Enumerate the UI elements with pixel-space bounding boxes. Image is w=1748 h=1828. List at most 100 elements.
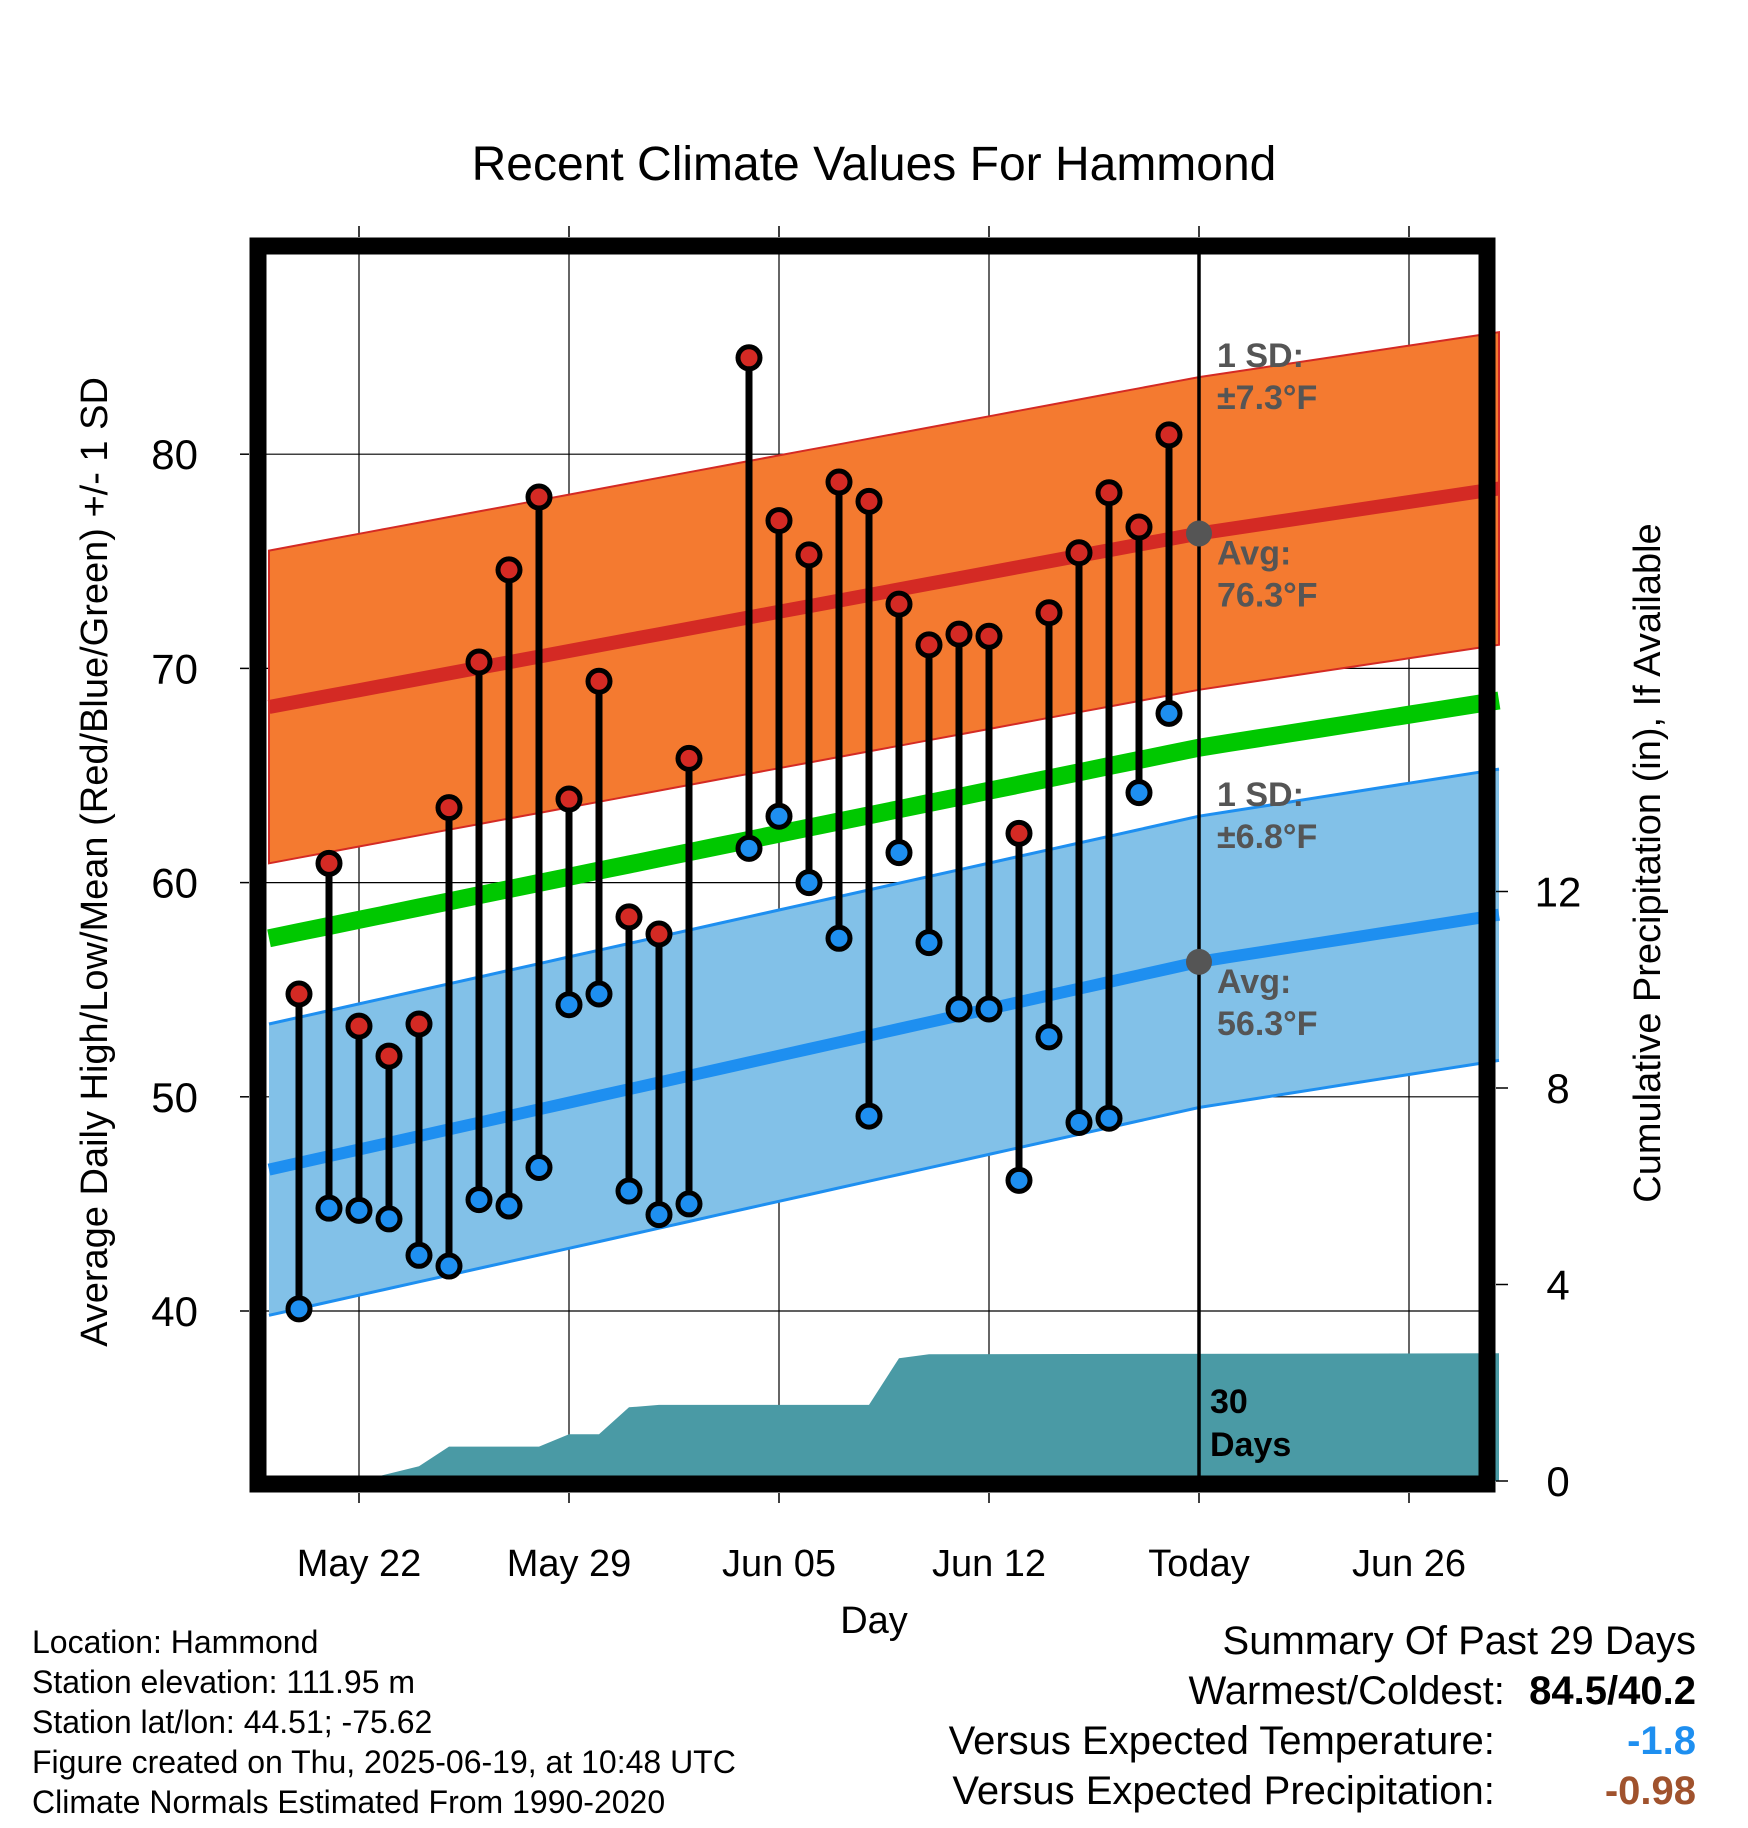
precip-area bbox=[359, 1353, 1499, 1481]
low-marker bbox=[1125, 779, 1153, 807]
high-marker bbox=[915, 631, 943, 659]
low-sd-lower-edge bbox=[268, 1058, 1500, 1317]
x-tick-label: May 29 bbox=[507, 1543, 632, 1585]
high-marker bbox=[1065, 539, 1093, 567]
x-tick-label: May 22 bbox=[297, 1543, 422, 1585]
low-marker bbox=[315, 1194, 343, 1222]
low-sd-annotation: ±6.8°F bbox=[1217, 818, 1317, 856]
y2-tick-label: 12 bbox=[1535, 869, 1582, 916]
high-marker bbox=[375, 1042, 403, 1070]
low-avg-annotation: Avg: bbox=[1217, 963, 1291, 1001]
low-marker bbox=[975, 995, 1003, 1023]
y2-tick-label: 8 bbox=[1546, 1065, 1569, 1112]
high-marker bbox=[885, 590, 913, 618]
precip-departure-row: Versus Expected Precipitation: -0.98 bbox=[949, 1766, 1696, 1816]
plot-frame bbox=[249, 237, 1496, 1493]
high-marker bbox=[825, 468, 853, 496]
temp-departure-row: Versus Expected Temperature: -1.8 bbox=[949, 1716, 1696, 1766]
high-avg-annotation: 76.3°F bbox=[1217, 576, 1318, 614]
high-marker bbox=[645, 920, 673, 948]
high-avg-annotation: Avg: bbox=[1217, 534, 1291, 572]
normals-text: Climate Normals Estimated From 1990-2020 bbox=[32, 1784, 666, 1820]
high-sd-annotation: ±7.3°F bbox=[1217, 379, 1317, 417]
high-marker bbox=[945, 620, 973, 648]
low-marker bbox=[405, 1241, 433, 1269]
low-marker bbox=[645, 1201, 673, 1229]
high-marker bbox=[765, 507, 793, 535]
high-marker bbox=[525, 483, 553, 511]
low-sd-band bbox=[269, 769, 1499, 1316]
high-marker bbox=[465, 648, 493, 676]
low-avg-annotation: 56.3°F bbox=[1217, 1005, 1318, 1043]
days-annotation: Days bbox=[1210, 1426, 1291, 1464]
high-marker bbox=[615, 903, 643, 931]
mean-normal-line bbox=[267, 691, 1501, 948]
low-marker bbox=[675, 1190, 703, 1218]
elevation-text: Station elevation: 111.95 m bbox=[32, 1664, 416, 1700]
y2-axis-label: Cumulative Precipitation (in), If Availa… bbox=[1627, 523, 1669, 1202]
low-marker bbox=[345, 1196, 373, 1224]
low-marker bbox=[615, 1177, 643, 1205]
x-axis-label: Day bbox=[840, 1600, 908, 1642]
low-marker bbox=[765, 802, 793, 830]
low-marker bbox=[855, 1102, 883, 1130]
low-marker bbox=[1095, 1104, 1123, 1132]
low-marker bbox=[825, 924, 853, 952]
low-normal-line bbox=[267, 908, 1500, 1176]
precip-departure-label: Versus Expected Precipitation: bbox=[952, 1769, 1495, 1813]
high-marker bbox=[795, 541, 823, 569]
today-low-avg-marker bbox=[1186, 948, 1212, 975]
low-marker bbox=[1005, 1166, 1033, 1194]
x-tick-label: Jun 05 bbox=[722, 1543, 836, 1585]
y2-tick-label: 0 bbox=[1546, 1458, 1569, 1505]
low-marker bbox=[795, 869, 823, 897]
low-marker bbox=[465, 1186, 493, 1214]
y-tick-label: 70 bbox=[151, 645, 198, 692]
warm-cold-label: Warmest/Coldest: bbox=[1188, 1669, 1505, 1713]
high-marker bbox=[975, 622, 1003, 650]
high-marker bbox=[285, 980, 313, 1008]
low-marker bbox=[435, 1252, 463, 1280]
warm-cold-value: 84.5/40.2 bbox=[1529, 1669, 1696, 1713]
latlon-text: Station lat/lon: 44.51; -75.62 bbox=[32, 1704, 433, 1740]
y-tick-label: 40 bbox=[151, 1288, 198, 1335]
low-marker bbox=[525, 1153, 553, 1181]
low-sd-upper-edge bbox=[268, 767, 1500, 1026]
high-marker bbox=[315, 849, 343, 877]
temp-departure-label: Versus Expected Temperature: bbox=[948, 1719, 1495, 1763]
y-tick-label: 50 bbox=[151, 1074, 198, 1121]
high-marker bbox=[855, 487, 883, 515]
high-marker bbox=[1095, 479, 1123, 507]
high-marker bbox=[675, 744, 703, 772]
low-marker bbox=[1035, 1023, 1063, 1051]
high-marker bbox=[1005, 819, 1033, 847]
low-marker bbox=[555, 991, 583, 1019]
low-marker bbox=[1155, 699, 1183, 727]
summary-title: Summary Of Past 29 Days bbox=[1222, 1619, 1696, 1663]
x-tick-label: Jun 26 bbox=[1352, 1543, 1466, 1585]
temp-departure-value: -1.8 bbox=[1627, 1719, 1696, 1763]
x-tick-label: Jun 12 bbox=[932, 1543, 1046, 1585]
high-marker bbox=[495, 556, 523, 584]
high-marker bbox=[1125, 513, 1153, 541]
low-marker bbox=[585, 980, 613, 1008]
low-marker bbox=[735, 834, 763, 862]
chart-title: Recent Climate Values For Hammond bbox=[472, 138, 1277, 191]
x-tick-label: Today bbox=[1148, 1543, 1249, 1585]
high-marker bbox=[345, 1012, 373, 1040]
high-marker bbox=[1155, 421, 1183, 449]
low-marker bbox=[945, 995, 973, 1023]
station-info: Location: Hammond Station elevation: 111… bbox=[32, 1622, 736, 1822]
low-marker bbox=[1065, 1109, 1093, 1137]
low-marker bbox=[915, 929, 943, 957]
high-sd-annotation: 1 SD: bbox=[1217, 337, 1304, 375]
precip-departure-value: -0.98 bbox=[1604, 1769, 1696, 1813]
days-annotation: 30 bbox=[1210, 1383, 1248, 1421]
high-marker bbox=[735, 344, 763, 372]
y-axis-label: Average Daily High/Low/Mean (Red/Blue/Gr… bbox=[74, 377, 116, 1347]
today-high-avg-marker bbox=[1186, 520, 1212, 547]
location-text: Location: Hammond bbox=[32, 1624, 319, 1660]
low-marker bbox=[375, 1205, 403, 1233]
summary-panel: Summary Of Past 29 Days Warmest/Coldest:… bbox=[949, 1616, 1696, 1816]
